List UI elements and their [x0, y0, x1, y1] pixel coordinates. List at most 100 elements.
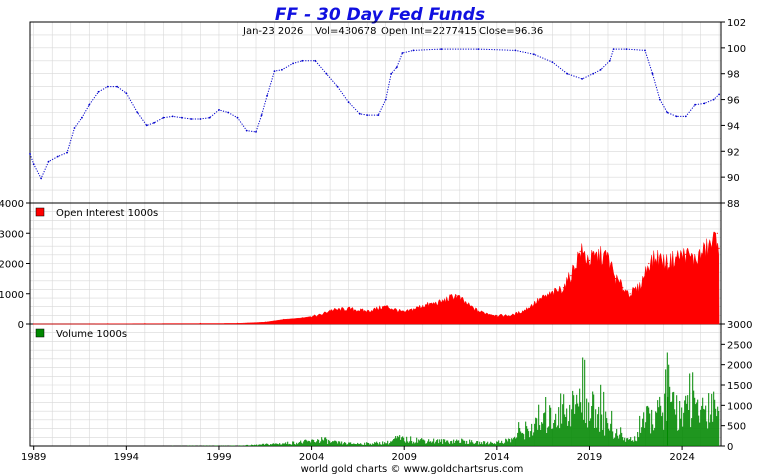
- open-interest-point: [264, 321, 266, 323]
- y-tick-label: 100: [727, 44, 746, 55]
- x-tick-label: 1994: [114, 452, 139, 463]
- y-tick-label: 1000: [0, 290, 24, 301]
- x-tick-label: 2004: [299, 452, 324, 463]
- price-point: [181, 116, 183, 119]
- x-tick-label: 2019: [577, 452, 602, 463]
- price-point: [366, 114, 369, 116]
- price-point: [514, 49, 517, 52]
- chart-footer: world gold charts © www.goldchartsrus.co…: [301, 464, 524, 475]
- price-point: [97, 90, 100, 93]
- price-point: [712, 98, 715, 101]
- price-point: [255, 131, 257, 133]
- open-interest-point: [403, 311, 405, 314]
- open-interest-point: [538, 299, 541, 301]
- price-point: [260, 114, 263, 116]
- price-point: [401, 52, 404, 54]
- open-interest-point: [718, 247, 720, 249]
- price-point: [659, 98, 661, 101]
- open-interest-area: [33, 231, 720, 325]
- y-tick-label: 92: [727, 147, 740, 158]
- y-tick-label: 1000: [727, 401, 752, 412]
- price-point: [88, 103, 91, 106]
- price-point: [73, 127, 76, 129]
- price-point: [325, 72, 328, 75]
- price-point: [29, 153, 31, 155]
- price-point: [477, 48, 480, 50]
- price-point: [125, 92, 128, 94]
- price-point: [32, 163, 35, 166]
- open-interest-point: [301, 317, 303, 319]
- price-point: [644, 49, 646, 52]
- price-point: [314, 59, 317, 62]
- price-point: [440, 48, 443, 50]
- price-point: [566, 72, 569, 75]
- price-point: [581, 78, 583, 80]
- price-point: [292, 62, 294, 65]
- y-tick-label: 0: [727, 442, 733, 453]
- price-point: [106, 85, 109, 88]
- open-interest-point: [477, 310, 479, 312]
- price-point: [218, 109, 220, 111]
- open-interest-point: [422, 305, 424, 307]
- price-point: [236, 116, 239, 119]
- price-point: [358, 112, 361, 115]
- price-point: [336, 85, 339, 88]
- y-tick-label: 88: [727, 199, 740, 210]
- info-volume: Vol=430678: [315, 26, 377, 37]
- open-interest-point: [716, 232, 718, 234]
- open-interest-point: [107, 323, 109, 325]
- open-interest-series: [33, 231, 720, 325]
- y-tick-label: 96: [727, 96, 740, 107]
- open-interest-point: [320, 314, 322, 316]
- price-point: [145, 124, 148, 127]
- open-interest-point: [283, 318, 285, 321]
- price-point: [136, 111, 139, 114]
- price-point: [66, 151, 68, 154]
- price-point: [56, 155, 59, 158]
- price-point: [162, 116, 165, 119]
- price-point: [81, 116, 83, 119]
- price-point: [551, 61, 554, 63]
- price-point: [390, 72, 393, 75]
- x-tick-label: 1989: [21, 452, 46, 463]
- open-interest-point: [666, 262, 668, 265]
- x-axis-ticks: 1989 1994 1999 2004 2009 2014 2019 2024: [21, 446, 695, 463]
- price-point: [171, 115, 174, 118]
- price-point: [301, 59, 304, 62]
- y-tick-label: 3000: [0, 229, 24, 240]
- price-point: [412, 49, 415, 52]
- open-interest-point: [570, 275, 572, 277]
- y-tick-label: 2000: [0, 260, 24, 271]
- open-interest-point: [496, 314, 498, 317]
- price-point: [208, 116, 211, 119]
- price-point: [675, 115, 678, 118]
- y-tick-label: 102: [727, 18, 746, 29]
- open-interest-point: [88, 323, 90, 325]
- price-point: [395, 66, 398, 69]
- y-tick-label: 94: [727, 121, 740, 132]
- price-point: [612, 48, 615, 50]
- open-interest-point: [511, 314, 513, 317]
- y-axis-ticks: 88 90 92 94 96 98 100 102 0 1000 2000 3000 4000 0 500 1…: [0, 18, 752, 453]
- price-point: [199, 118, 202, 120]
- price-point: [384, 98, 387, 101]
- x-tick-label: 2009: [391, 452, 416, 463]
- price-point: [684, 115, 687, 118]
- open-interest-point: [440, 301, 442, 303]
- price-point: [347, 101, 350, 104]
- y-tick-label: 2000: [727, 361, 752, 372]
- y-tick-label: 500: [727, 422, 746, 433]
- price-point: [703, 102, 706, 105]
- y-tick-label: 4000: [0, 199, 24, 210]
- info-open-interest: Open Int=2277415: [381, 26, 477, 37]
- open-interest-point: [385, 305, 387, 308]
- open-interest-point: [648, 262, 650, 265]
- grid: [30, 22, 721, 446]
- open-interest-point: [598, 255, 600, 257]
- price-point: [666, 111, 669, 114]
- open-interest-point: [579, 250, 581, 252]
- y-tick-label: 90: [727, 173, 740, 184]
- price-point: [533, 53, 535, 56]
- open-interest-point: [366, 310, 368, 312]
